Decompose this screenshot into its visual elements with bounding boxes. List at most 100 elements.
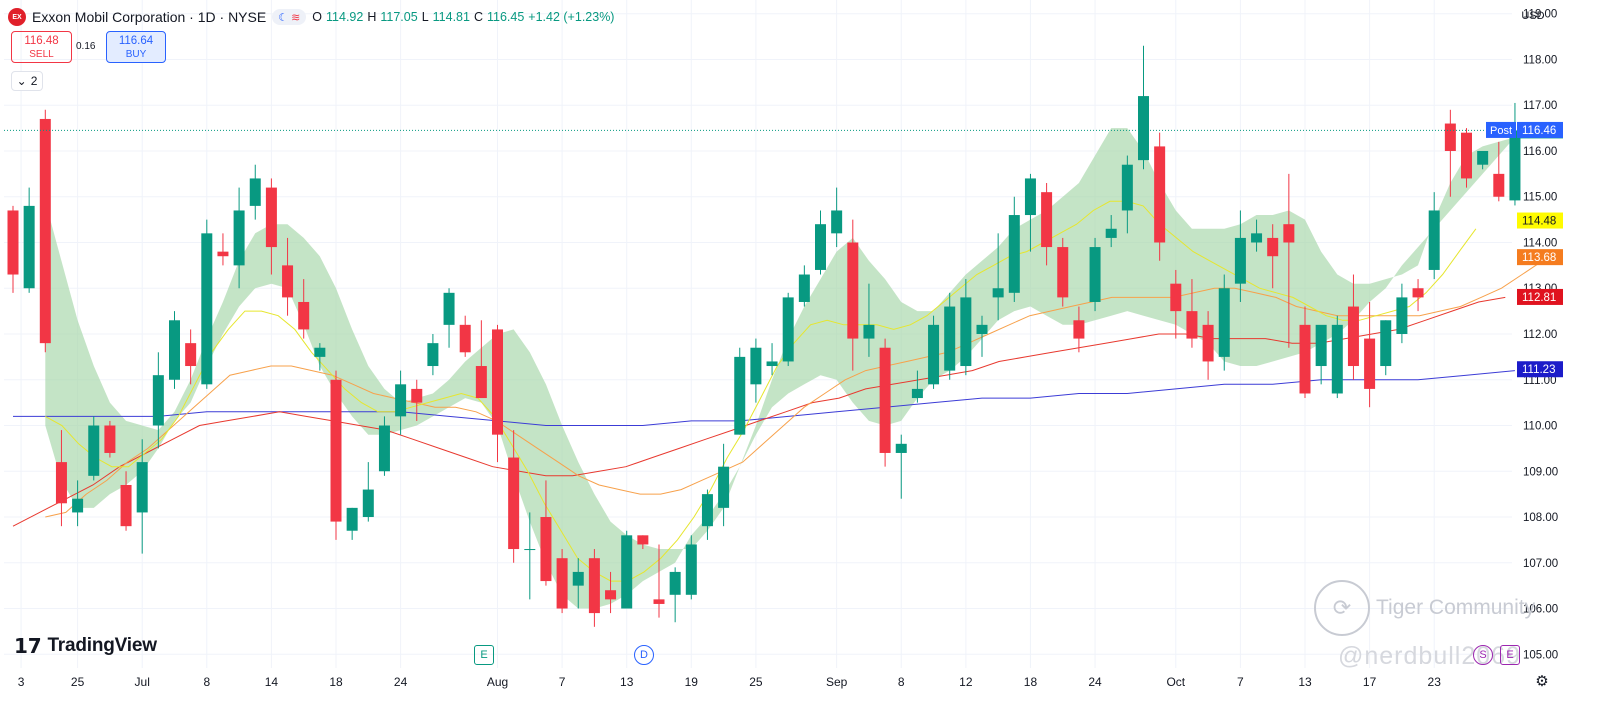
candle-body[interactable] xyxy=(1267,237,1279,257)
candle-body[interactable] xyxy=(1493,173,1505,197)
sell-button[interactable]: 116.48 SELL xyxy=(11,31,72,63)
candle-body[interactable] xyxy=(217,251,229,257)
candle-body[interactable] xyxy=(1105,228,1117,238)
candle-body[interactable] xyxy=(653,599,665,604)
dividend-event-icon[interactable]: D xyxy=(634,645,654,665)
candle-body[interactable] xyxy=(72,498,84,513)
candle-body[interactable] xyxy=(298,301,310,330)
market-status-pill[interactable]: ☾ ≋ xyxy=(272,9,307,25)
candle-body[interactable] xyxy=(540,517,552,582)
candle-body[interactable] xyxy=(815,224,826,270)
candle-body[interactable] xyxy=(976,324,988,334)
candle-body[interactable] xyxy=(1024,178,1036,216)
candle-body[interactable] xyxy=(395,384,407,417)
candle-body[interactable] xyxy=(39,118,51,344)
candle-body[interactable] xyxy=(1509,130,1521,201)
candle-body[interactable] xyxy=(944,306,956,371)
candle-body[interactable] xyxy=(346,507,358,531)
candle-body[interactable] xyxy=(992,288,1004,298)
candle-body[interactable] xyxy=(378,425,390,472)
candle-body[interactable] xyxy=(1218,288,1230,357)
candle-body[interactable] xyxy=(734,356,746,435)
candle-body[interactable] xyxy=(750,347,762,385)
candle-body[interactable] xyxy=(524,549,536,551)
candle-body[interactable] xyxy=(1202,324,1214,362)
candle-body[interactable] xyxy=(330,379,342,522)
candle-body[interactable] xyxy=(1364,338,1376,389)
candle-body[interactable] xyxy=(1008,215,1020,293)
candle-body[interactable] xyxy=(185,343,197,367)
candle-body[interactable] xyxy=(152,375,164,426)
candle-body[interactable] xyxy=(1251,233,1263,243)
candle-body[interactable] xyxy=(928,324,940,385)
candle-body[interactable] xyxy=(588,558,600,614)
candle-body[interactable] xyxy=(475,366,487,399)
candle-body[interactable] xyxy=(1299,324,1311,394)
candle-body[interactable] xyxy=(492,329,503,435)
candle-body[interactable] xyxy=(120,484,132,527)
candle-body[interactable] xyxy=(685,544,697,595)
candle-body[interactable] xyxy=(669,571,681,595)
candle-body[interactable] xyxy=(249,178,261,206)
candle-body[interactable] xyxy=(1186,311,1198,339)
symbol-title[interactable]: Exxon Mobil Corporation · 1D · NYSE xyxy=(32,9,267,25)
candle-body[interactable] xyxy=(1396,297,1408,334)
buy-button[interactable]: 116.64 BUY xyxy=(106,31,166,63)
candle-body[interactable] xyxy=(556,558,568,609)
currency-selector[interactable]: USD xyxy=(1521,10,1545,22)
candle-body[interactable] xyxy=(88,425,100,476)
candle-body[interactable] xyxy=(136,462,148,513)
candle-body[interactable] xyxy=(1331,324,1343,394)
candle-body[interactable] xyxy=(1380,320,1392,367)
candle-body[interactable] xyxy=(605,590,617,600)
candle-body[interactable] xyxy=(718,466,730,508)
candle-body[interactable] xyxy=(1121,164,1133,211)
candle-body[interactable] xyxy=(1154,146,1166,243)
candle-body[interactable] xyxy=(911,388,923,399)
candle-body[interactable] xyxy=(443,292,455,325)
candle-body[interactable] xyxy=(411,388,423,403)
candle-body[interactable] xyxy=(1412,288,1424,298)
candle-body[interactable] xyxy=(1073,320,1085,339)
candle-body[interactable] xyxy=(1477,150,1489,165)
earnings-event-icon-2[interactable]: E xyxy=(1500,645,1520,665)
candle-body[interactable] xyxy=(572,571,584,586)
candle-body[interactable] xyxy=(831,210,843,234)
candle-body[interactable] xyxy=(427,343,439,367)
candle-body[interactable] xyxy=(201,233,213,385)
candle-body[interactable] xyxy=(233,210,245,266)
candle-body[interactable] xyxy=(1347,306,1359,367)
candle-body[interactable] xyxy=(508,457,520,550)
candle-body[interactable] xyxy=(104,425,116,453)
candle-body[interactable] xyxy=(314,347,326,357)
candle-body[interactable] xyxy=(621,535,633,609)
candle-body[interactable] xyxy=(1089,247,1101,302)
gear-icon[interactable]: ⚙ xyxy=(1535,673,1549,690)
candle-body[interactable] xyxy=(798,274,810,302)
indicators-toggle-button[interactable]: ⌄ 2 xyxy=(11,71,43,91)
candle-body[interactable] xyxy=(1283,224,1295,243)
candle-body[interactable] xyxy=(1461,132,1472,179)
candle-body[interactable] xyxy=(1444,123,1456,151)
candle-body[interactable] xyxy=(637,535,649,545)
candle-body[interactable] xyxy=(459,324,471,353)
candle-body[interactable] xyxy=(1138,96,1149,161)
candle-body[interactable] xyxy=(169,320,180,380)
candle-body[interactable] xyxy=(960,297,972,367)
earnings-event-icon[interactable]: E xyxy=(474,645,494,665)
candle-body[interactable] xyxy=(863,324,875,339)
candle-body[interactable] xyxy=(879,347,891,453)
candle-body[interactable] xyxy=(847,242,859,339)
candle-body[interactable] xyxy=(362,489,374,518)
candle-body[interactable] xyxy=(1428,210,1440,270)
candle-body[interactable] xyxy=(1315,324,1327,367)
candle-body[interactable] xyxy=(895,443,907,453)
candle-body[interactable] xyxy=(282,265,294,298)
candle-body[interactable] xyxy=(1057,247,1069,298)
candle-body[interactable] xyxy=(55,462,67,504)
candle-body[interactable] xyxy=(7,210,19,275)
candle-body[interactable] xyxy=(782,297,794,362)
candle-body[interactable] xyxy=(265,187,277,248)
candle-body[interactable] xyxy=(1170,283,1182,312)
candle-body[interactable] xyxy=(23,205,35,289)
